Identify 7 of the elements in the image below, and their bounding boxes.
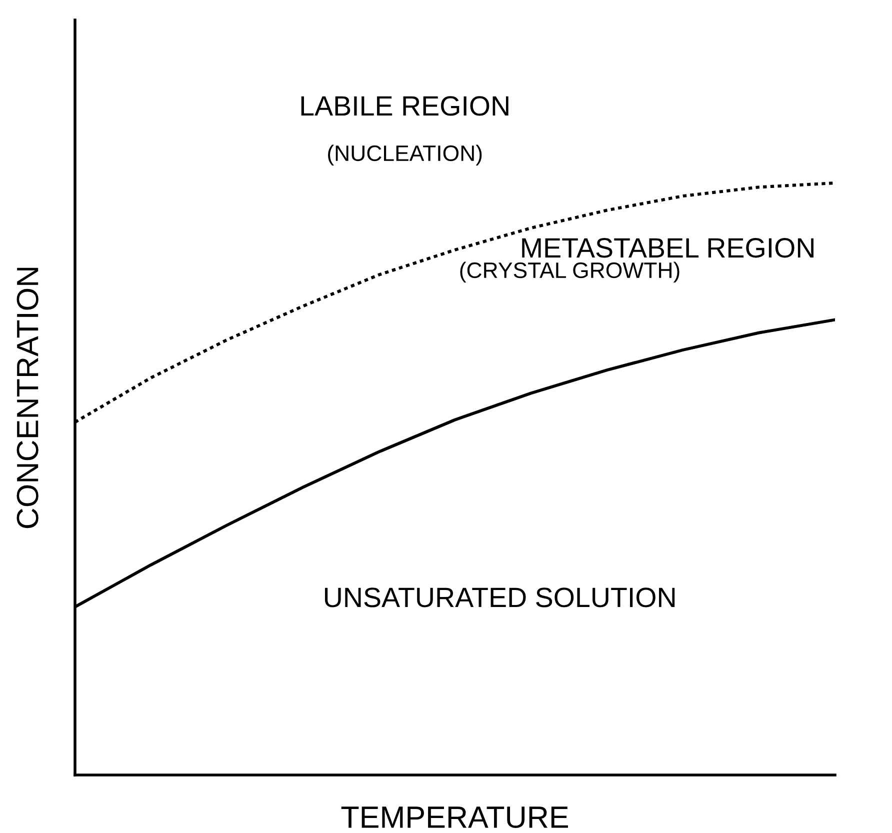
y-axis-title: CONCENTRATION (16, 268, 38, 528)
x-axis-title: TEMPERATURE (341, 806, 568, 828)
annotation: UNSATURATED SOLUTION (325, 588, 675, 608)
text: (NUCLEATION) (328, 144, 482, 166)
text: LABILE REGION (301, 96, 508, 116)
annotation: METASTABEL REGION (522, 238, 814, 258)
annotation: (CRYSTAL GROWTH) (460, 262, 680, 283)
